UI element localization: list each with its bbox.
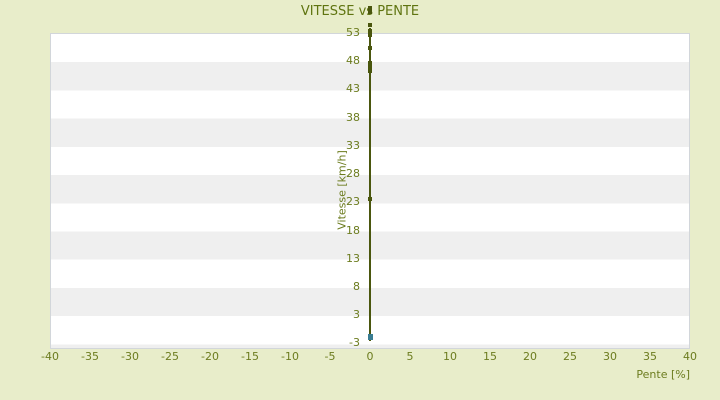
y-tick-label: 53 [346,26,360,39]
x-tick-label: 10 [443,350,457,363]
y-tick-label: 3 [353,308,360,322]
x-tick-label: -20 [201,350,219,363]
x-tick-label: -15 [241,350,259,363]
y-tick-label: 18 [346,223,360,237]
x-tick-label: -30 [121,350,139,363]
data-point-marker [368,60,372,65]
y-tick-label: 28 [346,167,360,181]
y-tick-label: 48 [346,54,360,68]
x-tick-label: -35 [81,350,99,363]
x-tick-label: 35 [643,350,657,363]
x-tick-label: 5 [406,350,414,363]
y-tick-label: 8 [353,279,360,293]
data-point-marker [368,23,372,28]
series-line [369,27,371,341]
x-tick-label: 40 [683,350,697,363]
y-axis-title: Vitesse [km/h] [335,150,349,230]
x-tick-label: -25 [161,350,179,363]
data-point-marker [368,32,372,37]
chart-title: VITESSE vs PENTE [300,4,420,19]
x-tick-label: -5 [324,350,336,363]
y-tick-label: 38 [346,110,360,124]
x-tick-label: 25 [563,350,577,363]
data-point-marker [368,69,372,74]
y-tick-label: 33 [346,138,360,152]
data-point-marker [368,65,372,70]
x-tick-label: 30 [603,350,617,363]
data-point-marker [368,46,372,51]
y-tick-label: -3 [349,336,360,349]
highlight-point-marker [367,333,373,340]
x-axis-title: Pente [%] [636,368,690,381]
x-tick-label: 15 [483,350,497,363]
data-point-marker [368,10,372,15]
x-tick-label: -10 [281,350,299,363]
y-tick-label: 13 [346,251,360,265]
y-tick-label: 43 [346,82,360,96]
data-point-marker [368,28,372,33]
x-tick-label: 20 [523,350,537,363]
x-tick-label: 0 [366,350,374,363]
data-point-marker [368,196,372,201]
y-tick-label: 23 [346,195,360,209]
x-tick-label: -40 [41,350,59,363]
data-point-marker [368,5,372,10]
